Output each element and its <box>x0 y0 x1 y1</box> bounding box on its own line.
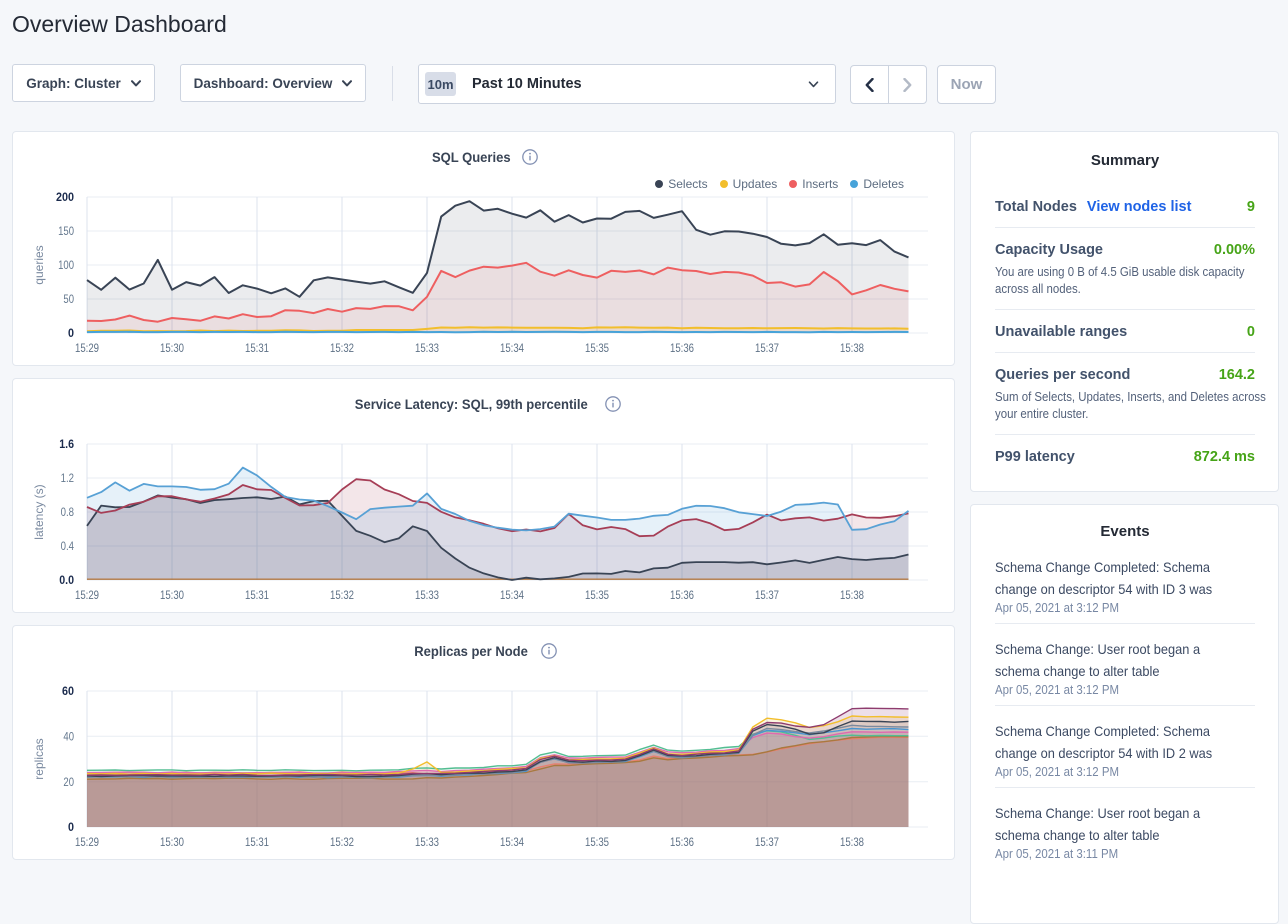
svg-text:15:33: 15:33 <box>415 341 439 355</box>
svg-text:15:29: 15:29 <box>75 588 99 602</box>
svg-text:1.6: 1.6 <box>59 437 74 451</box>
svg-text:15:36: 15:36 <box>670 588 694 602</box>
svg-text:latency (s): latency (s) <box>32 484 46 539</box>
svg-text:15:33: 15:33 <box>415 588 439 602</box>
svg-text:15:29: 15:29 <box>75 835 99 849</box>
svg-text:15:31: 15:31 <box>245 835 269 849</box>
svg-text:15:35: 15:35 <box>585 341 609 355</box>
svg-text:0: 0 <box>68 820 74 834</box>
svg-text:15:38: 15:38 <box>840 588 864 602</box>
svg-text:60: 60 <box>62 684 74 698</box>
svg-text:15:34: 15:34 <box>500 835 524 849</box>
svg-text:15:31: 15:31 <box>245 588 269 602</box>
svg-text:queries: queries <box>32 245 46 284</box>
svg-text:15:35: 15:35 <box>585 835 609 849</box>
svg-text:1.2: 1.2 <box>61 471 75 485</box>
svg-text:15:36: 15:36 <box>670 835 694 849</box>
svg-text:0: 0 <box>68 326 74 340</box>
svg-text:15:30: 15:30 <box>160 588 184 602</box>
svg-text:15:32: 15:32 <box>330 341 354 355</box>
svg-text:40: 40 <box>63 730 74 744</box>
svg-text:50: 50 <box>63 292 74 306</box>
svg-text:15:32: 15:32 <box>330 588 354 602</box>
svg-text:15:37: 15:37 <box>755 588 779 602</box>
svg-text:150: 150 <box>58 224 74 238</box>
svg-text:15:29: 15:29 <box>75 341 99 355</box>
svg-text:0.8: 0.8 <box>61 505 75 519</box>
svg-text:15:37: 15:37 <box>755 341 779 355</box>
svg-text:0.0: 0.0 <box>59 573 74 587</box>
svg-text:15:31: 15:31 <box>245 341 269 355</box>
svg-text:15:35: 15:35 <box>585 588 609 602</box>
svg-text:100: 100 <box>58 258 74 272</box>
svg-text:15:37: 15:37 <box>755 835 779 849</box>
svg-text:15:34: 15:34 <box>500 588 524 602</box>
svg-text:15:38: 15:38 <box>840 835 864 849</box>
svg-text:15:32: 15:32 <box>330 835 354 849</box>
svg-text:15:34: 15:34 <box>500 341 524 355</box>
svg-text:15:38: 15:38 <box>840 341 864 355</box>
svg-text:replicas: replicas <box>32 738 46 779</box>
svg-text:15:30: 15:30 <box>160 835 184 849</box>
svg-text:15:36: 15:36 <box>670 341 694 355</box>
svg-text:15:30: 15:30 <box>160 341 184 355</box>
svg-text:0.4: 0.4 <box>61 539 75 553</box>
svg-text:200: 200 <box>56 190 74 204</box>
svg-text:20: 20 <box>63 775 74 789</box>
svg-text:15:33: 15:33 <box>415 835 439 849</box>
